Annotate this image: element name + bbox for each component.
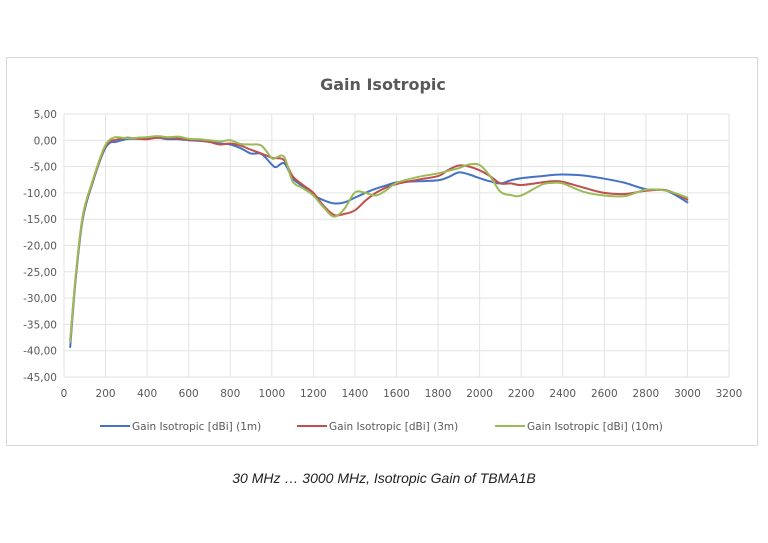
x-tick-label: 600 [179, 388, 199, 400]
y-tick-label: 5,00 [34, 109, 57, 121]
x-tick-label: 2400 [549, 388, 576, 400]
chart-frame [6, 57, 758, 446]
x-tick-label: 0 [61, 388, 68, 400]
figure-caption: 30 MHz … 3000 MHz, Isotropic Gain of TBM… [232, 470, 536, 486]
y-tick-label: -30,00 [23, 293, 57, 305]
series-line-0 [69, 136, 689, 348]
gridlines [63, 113, 730, 378]
legend-label: Gain Isotropic [dBi] (3m) [329, 421, 458, 433]
y-tick-label: -25,00 [23, 267, 57, 279]
legend: Gain Isotropic [dBi] (1m) Gain Isotropic … [100, 421, 663, 433]
x-tick-label: 2600 [591, 388, 618, 400]
y-tick-label: -20,00 [23, 241, 57, 253]
y-tick-label: -5,00 [30, 162, 57, 174]
x-tick-label: 2200 [508, 388, 535, 400]
data-series [69, 135, 689, 348]
y-tick-label: -35,00 [23, 319, 57, 331]
x-tick-label: 200 [96, 388, 116, 400]
x-tick-label: 1400 [342, 388, 369, 400]
y-tick-label: -15,00 [23, 214, 57, 226]
x-tick-label: 1800 [425, 388, 452, 400]
y-tick-label: -40,00 [23, 346, 57, 358]
series-line-2 [69, 135, 689, 343]
x-tick-label: 2800 [633, 388, 660, 400]
series-line-1 [69, 136, 689, 342]
x-tick-label: 3200 [716, 388, 743, 400]
x-tick-label: 1000 [258, 388, 285, 400]
x-tick-label: 3000 [674, 388, 701, 400]
x-tick-label: 1600 [383, 388, 410, 400]
x-tick-label: 800 [220, 388, 240, 400]
y-tick-label: -10,00 [23, 188, 57, 200]
y-tick-label: -45,00 [23, 372, 57, 384]
x-tick-label: 400 [137, 388, 157, 400]
x-axis-ticks: 0 200 400 600 800 1000 1200 1400 1600 1800 2000 220… [61, 388, 743, 400]
chart-title: Gain Isotropic [320, 75, 446, 94]
x-tick-label: 1200 [300, 388, 327, 400]
x-tick-label: 2000 [466, 388, 493, 400]
y-tick-label: 0,00 [34, 135, 57, 147]
legend-label: Gain Isotropic [dBi] (10m) [527, 421, 663, 433]
legend-label: Gain Isotropic [dBi] (1m) [132, 421, 261, 433]
y-axis-ticks: 5,00 0,00 -5,00 -10,00 -15,00 -20,00 -25,00 -30… [23, 109, 57, 384]
